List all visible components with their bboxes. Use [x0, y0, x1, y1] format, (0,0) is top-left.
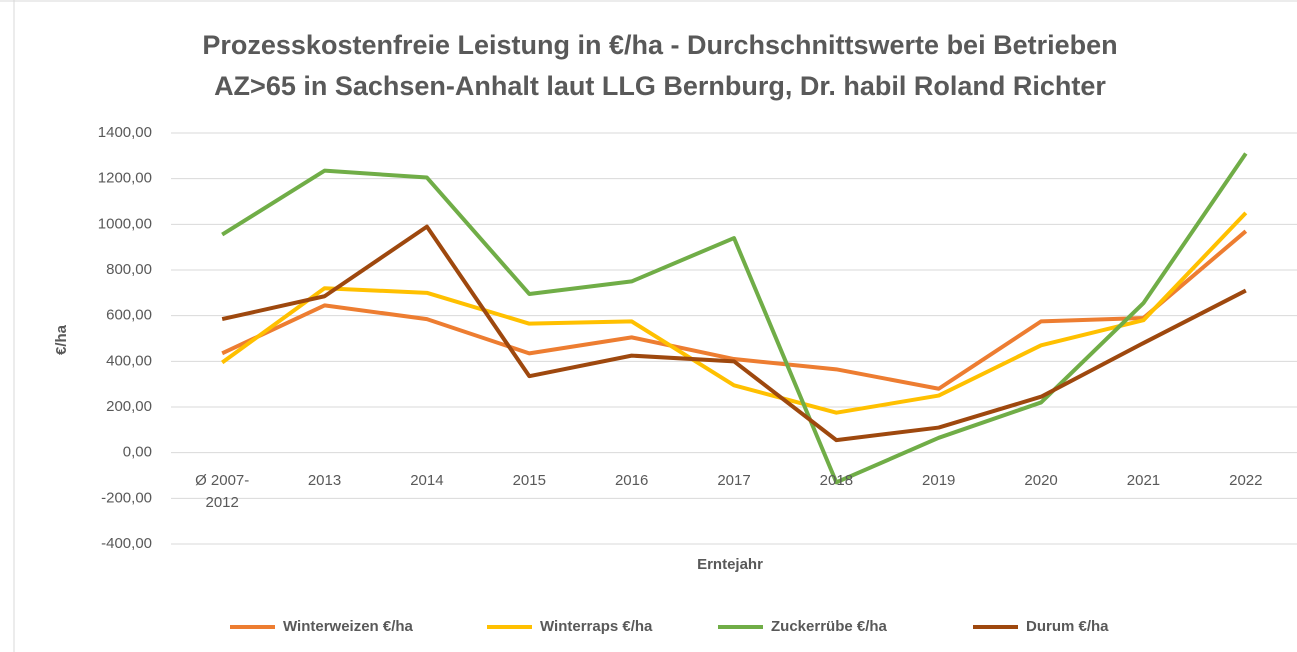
- chart-title: Prozesskostenfreie Leistung in €/ha - Du…: [202, 30, 1117, 60]
- data-line: [221, 229, 1248, 391]
- x-tick-label: 2017: [717, 471, 751, 489]
- data-line: [221, 211, 1248, 415]
- x-tick-label: 2014: [410, 471, 444, 489]
- y-tick-label: 1200,00: [98, 170, 152, 187]
- legend-label: Durum €/ha: [1026, 618, 1109, 635]
- x-tick-label: 2019: [922, 471, 956, 489]
- y-tick-label: 200,00: [106, 398, 152, 415]
- x-tick-label: 2016: [614, 471, 649, 489]
- x-tick-label: 2020: [1024, 471, 1058, 489]
- legend-label: Zuckerrübe €/ha: [771, 618, 888, 635]
- data-line: [221, 224, 1247, 443]
- x-axis-label: Erntejahr: [697, 556, 763, 573]
- x-tick-label: 2018: [819, 471, 854, 489]
- y-tick-label: -400,00: [101, 535, 152, 552]
- y-tick-label: 800,00: [106, 261, 152, 278]
- x-tick-label: 2022: [1229, 471, 1263, 489]
- chart-title: AZ>65 in Sachsen-Anhalt laut LLG Bernbur…: [214, 71, 1106, 101]
- y-tick-label: 1000,00: [98, 215, 152, 232]
- y-tick-label: 0,00: [123, 444, 152, 461]
- legend-label: Winterraps €/ha: [540, 618, 653, 635]
- y-tick-label: -200,00: [101, 489, 152, 506]
- x-tick-label: 2021: [1126, 471, 1161, 489]
- legend-label: Winterweizen €/ha: [283, 618, 414, 635]
- x-tick-label: Ø 2007-2012: [195, 471, 250, 511]
- data-line: [221, 152, 1248, 485]
- x-tick-label: 2015: [512, 471, 546, 489]
- x-tick-label: 2013: [307, 471, 342, 489]
- y-tick-label: 400,00: [106, 352, 152, 369]
- y-axis-label: €/ha: [53, 324, 70, 355]
- y-tick-label: 600,00: [106, 307, 152, 324]
- y-tick-label: 1400,00: [98, 124, 152, 141]
